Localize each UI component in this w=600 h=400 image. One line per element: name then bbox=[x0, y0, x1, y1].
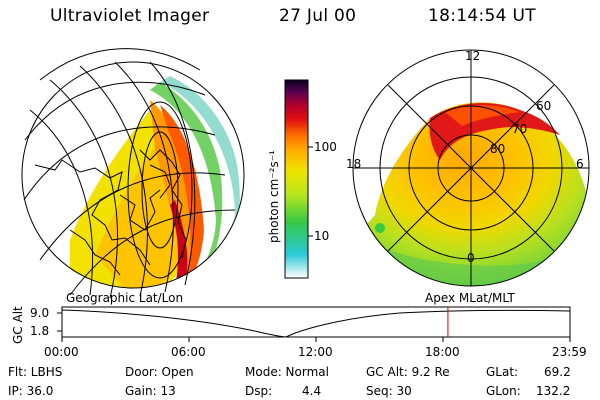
mlat-label-80: 80 bbox=[490, 142, 505, 156]
colorbar bbox=[284, 79, 309, 279]
alt-xtick-1800: 18:00 bbox=[425, 345, 460, 359]
mlt-label-6: 6 bbox=[576, 157, 584, 171]
mlt-label-18: 18 bbox=[346, 157, 361, 171]
info-glat-label: GLat: bbox=[486, 365, 519, 379]
mlat-label-60: 60 bbox=[536, 99, 551, 113]
alt-ylabel: GC Alt bbox=[11, 306, 25, 344]
info-flt: Flt: LBHS bbox=[8, 365, 63, 379]
geographic-grid bbox=[21, 48, 245, 299]
alt-ytick-high: 9.0 bbox=[30, 306, 49, 320]
alt-ytick-low: 1.8 bbox=[30, 324, 49, 338]
instrument-title: Ultraviolet Imager bbox=[50, 6, 210, 26]
coastlines bbox=[34, 149, 187, 276]
time-label: 18:14:54 UT bbox=[428, 6, 536, 26]
info-glat-value: 69.2 bbox=[544, 365, 571, 379]
info-mode: Mode: Normal bbox=[245, 365, 329, 379]
geographic-image bbox=[30, 76, 240, 288]
info-glon-value: 132.2 bbox=[536, 384, 571, 398]
mlt-label-12: 12 bbox=[465, 49, 480, 63]
info-seq: Seq: 30 bbox=[366, 384, 412, 398]
date-label: 27 Jul 00 bbox=[279, 6, 357, 26]
alt-xtick-1200: 12:00 bbox=[298, 345, 333, 359]
colorbar-tick-100: 100 bbox=[314, 140, 337, 154]
info-glon-label: GLon: bbox=[486, 384, 521, 398]
alt-xtick-2359: 23:59 bbox=[552, 345, 587, 359]
alt-xtick-0000: 00:00 bbox=[44, 345, 79, 359]
mlat-label-70: 70 bbox=[512, 122, 527, 136]
polar-panel-label: Apex MLat/MLT bbox=[425, 291, 515, 305]
colorbar-unit-label: photon cm⁻²s⁻¹ bbox=[267, 150, 281, 243]
info-dsp-value: 4.4 bbox=[302, 384, 322, 398]
info-gc-alt: GC Alt: 9.2 Re bbox=[366, 365, 450, 379]
info-ip: IP: 36.0 bbox=[8, 384, 54, 398]
geo-panel-label: Geographic Lat/Lon bbox=[66, 291, 183, 305]
altitude-plot bbox=[57, 306, 571, 342]
alt-xtick-0600: 06:00 bbox=[171, 345, 206, 359]
mlt-label-0: 0 bbox=[467, 251, 475, 265]
polar-grid bbox=[352, 49, 590, 287]
colorbar-tick-10: 10 bbox=[314, 229, 329, 243]
info-door: Door: Open bbox=[125, 365, 194, 379]
info-dsp-label: Dsp: bbox=[245, 384, 273, 398]
info-gain: Gain: 13 bbox=[125, 384, 176, 398]
